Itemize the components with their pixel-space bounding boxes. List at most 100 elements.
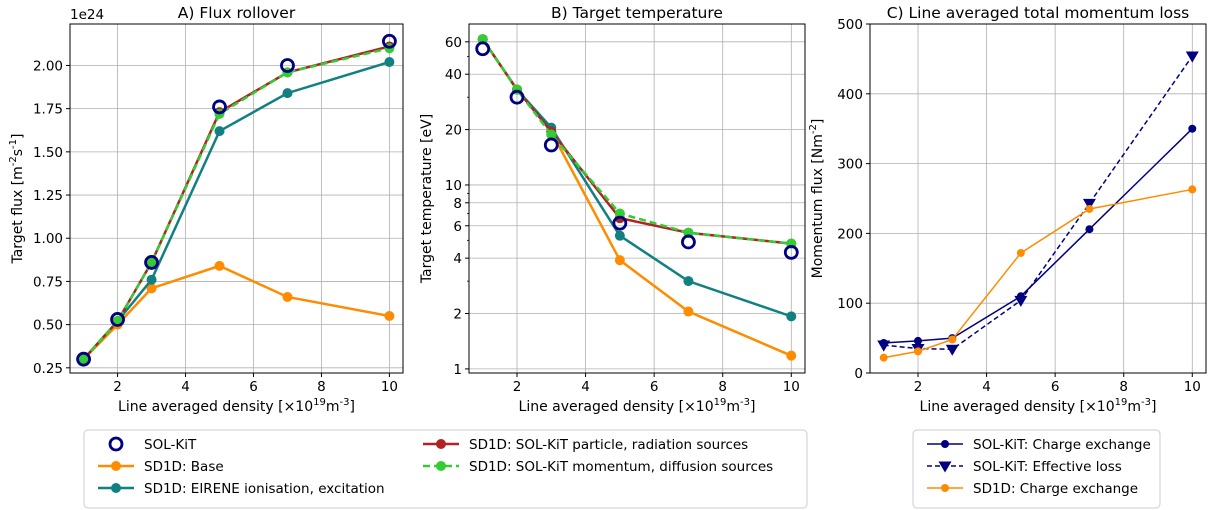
series-sol-kit: [76, 33, 397, 367]
data-point: [1188, 124, 1197, 133]
x-tick-label: 4: [181, 379, 190, 395]
data-point: [1014, 295, 1028, 307]
data-point: [214, 126, 225, 137]
y-axis-label: Target flux [m-2s-1]: [8, 133, 26, 264]
data-point: [914, 336, 922, 345]
legend-2: SOL-KiT: Charge exchange SOL-KiT: Effecti…: [912, 429, 1161, 509]
data-point: [1085, 204, 1094, 213]
data-point: [683, 276, 694, 287]
y-tick-label: 1.75: [33, 102, 63, 118]
legend-swatch-marker: [938, 461, 952, 473]
data-point: [76, 351, 91, 367]
series-sol-kit-charge-exchange: [879, 124, 1197, 347]
x-tick-label: 8: [317, 379, 326, 395]
series-sd1d-sol-kit-momentum-diffusion-sources: [477, 34, 797, 249]
legend-label: SD1D: SOL-KiT particle, radiation source…: [469, 437, 748, 453]
series-line: [481, 38, 792, 318]
y-axis-label: Target temperature [eV]: [419, 114, 435, 284]
series-line: [883, 188, 1193, 359]
legend-swatch-marker: [111, 461, 121, 471]
y-tick-label: 200: [837, 226, 863, 242]
y-tick-label: 300: [837, 157, 863, 173]
data-point: [614, 230, 625, 241]
data-point: [614, 255, 625, 266]
y-tick-label: 4: [453, 251, 462, 267]
data-point: [612, 215, 628, 231]
data-point: [78, 354, 89, 365]
data-point: [543, 137, 559, 153]
legend-label: SOL-KiT: [144, 437, 197, 453]
y-tick-label: 20: [445, 123, 462, 139]
series-line: [82, 60, 390, 361]
data-point: [214, 260, 225, 271]
data-point: [146, 257, 157, 268]
y-tick-label: 400: [837, 87, 863, 103]
data-point: [1188, 185, 1197, 194]
legend-entry-sd1d-sol-kit-momentum-diffusion-sources: SD1D: SOL-KiT momentum, diffusion source…: [423, 459, 773, 475]
series-line: [883, 55, 1193, 351]
chart-panel-1: 2 4 6 8 10 0.25 0.50 0.75 1.00 1.25 1.50 1.75 2.00 A)…: [8, 4, 404, 415]
series-sol-kit-effective-loss: [877, 51, 1199, 356]
series-sd1d-base: [477, 34, 797, 361]
data-point: [144, 255, 159, 270]
legend-entry-sol-kit-effective-loss: SOL-KiT: Effective loss: [927, 459, 1122, 475]
data-point: [1082, 198, 1096, 210]
x-tick-label: 6: [249, 379, 258, 395]
series-line: [481, 38, 792, 245]
legend-label: SD1D: EIRENE ionisation, excitation: [144, 481, 385, 497]
data-point: [614, 208, 625, 219]
data-point: [683, 306, 694, 317]
chart-title: B) Target temperature: [551, 4, 723, 22]
y-tick-label: 8: [453, 196, 462, 212]
data-point: [110, 312, 125, 327]
series-sd1d-sol-kit-particle-radiation-sources: [477, 34, 797, 249]
x-tick-label: 8: [1119, 379, 1128, 395]
data-point: [146, 283, 157, 294]
data-point: [477, 34, 488, 45]
x-axis-label: Line averaged density [×1019m-3]: [519, 397, 756, 415]
legend-label: SD1D: Charge exchange: [973, 481, 1138, 497]
data-point: [384, 310, 395, 321]
data-point: [914, 347, 922, 356]
y-tick-label: 1.50: [33, 145, 63, 161]
data-point: [282, 291, 293, 302]
data-point: [681, 234, 696, 250]
series-line: [82, 46, 390, 361]
y-tick-label: 2.00: [33, 58, 63, 74]
data-point: [786, 350, 797, 361]
legend-frame: [83, 429, 808, 509]
y-tick-label: 0.75: [33, 274, 63, 290]
legend-swatch-marker: [941, 440, 949, 448]
data-point: [146, 274, 157, 285]
data-point: [475, 41, 491, 57]
series-sol-kit: [475, 41, 799, 260]
y-tick-label: 0: [854, 366, 863, 382]
legend-swatch-marker: [436, 461, 446, 471]
legend-entry-sd1d-eirene-ionisation-excitation: SD1D: EIRENE ionisation, excitation: [98, 481, 385, 497]
legend-1: SOL-KiT SD1D: Base SD1D: EIRENE ionisation…: [83, 429, 808, 509]
series-line: [883, 128, 1193, 344]
axes-frame: [468, 23, 806, 374]
legend-swatch-marker: [108, 436, 124, 452]
data-point: [1185, 51, 1199, 63]
legend-swatch-marker: [436, 439, 446, 449]
series-line: [82, 264, 390, 361]
axes-frame: [69, 23, 404, 374]
x-tick-label: 4: [982, 379, 991, 395]
y-axis-label: Momentum flux [Nm-2]: [808, 119, 826, 279]
data-point: [212, 99, 227, 115]
x-tick-label: 2: [113, 379, 122, 395]
chart-title: C) Line averaged total momentum loss: [887, 4, 1190, 22]
x-tick-label: 10: [783, 379, 800, 395]
legend-label: SOL-KiT: Charge exchange: [973, 437, 1151, 453]
series-line: [481, 38, 792, 245]
legend-entry-sd1d-base: SD1D: Base: [98, 459, 224, 475]
y-tick-label: 2: [453, 307, 462, 323]
data-point: [280, 58, 295, 73]
data-point: [384, 57, 395, 68]
x-tick-label: 2: [914, 379, 923, 395]
legend-entry-sol-kit: SOL-KiT: [108, 436, 197, 453]
series-sd1d-eirene-ionisation-excitation: [477, 34, 797, 322]
